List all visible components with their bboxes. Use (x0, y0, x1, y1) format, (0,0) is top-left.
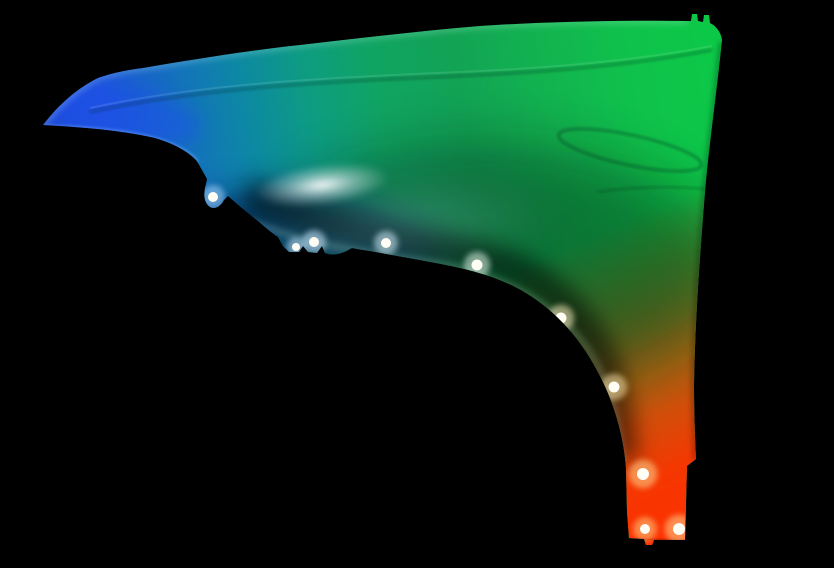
mounting-hole (292, 243, 300, 251)
indicator-lower-arc (596, 186, 706, 193)
mounting-hole (471, 259, 483, 271)
mounting-hole (309, 237, 319, 247)
mounting-holes (201, 185, 694, 544)
mounting-hole (608, 381, 620, 393)
mounting-hole (208, 192, 218, 202)
mounting-hole (381, 238, 391, 248)
mounting-hole (637, 468, 649, 480)
swage-line-shadow (89, 48, 713, 114)
specular-highlight (254, 162, 390, 208)
top-edge-highlight (43, 17, 689, 127)
indicator-recess-line (557, 127, 703, 173)
mounting-hole (673, 523, 685, 535)
mounting-hole (640, 524, 650, 534)
swage-line-light (89, 45, 713, 109)
